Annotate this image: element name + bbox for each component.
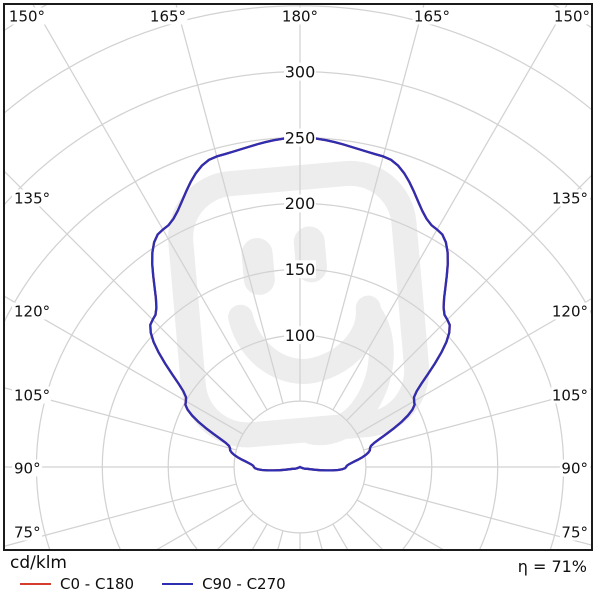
svg-text:200: 200 bbox=[285, 194, 316, 213]
legend-item-c0-c180: C0 - C180 bbox=[20, 575, 134, 593]
svg-text:135°: 135° bbox=[552, 189, 588, 207]
legend-label: C90 - C270 bbox=[202, 575, 286, 593]
svg-text:90°: 90° bbox=[14, 459, 41, 477]
svg-text:150°: 150° bbox=[9, 7, 45, 25]
svg-text:75°: 75° bbox=[14, 523, 41, 541]
efficiency-value: η = 71% bbox=[517, 557, 587, 576]
svg-text:90°: 90° bbox=[561, 459, 588, 477]
svg-text:135°: 135° bbox=[14, 189, 50, 207]
axis-labels: 100 150 200 250 300 150° 165° 180° 165° 150° 135° 1… bbox=[7, 7, 592, 541]
legend-item-c90-c270: C90 - C270 bbox=[162, 575, 286, 593]
chart-legend: C0 - C180 C90 - C270 bbox=[20, 575, 286, 593]
svg-text:120°: 120° bbox=[14, 302, 50, 320]
chart-frame bbox=[3, 3, 593, 551]
svg-text:180°: 180° bbox=[282, 7, 318, 25]
svg-text:250: 250 bbox=[285, 128, 316, 147]
legend-line-red-icon bbox=[20, 583, 51, 585]
svg-text:165°: 165° bbox=[414, 7, 450, 25]
svg-text:165°: 165° bbox=[150, 7, 186, 25]
unit-label: cd/klm bbox=[10, 553, 67, 573]
svg-text:105°: 105° bbox=[14, 386, 50, 404]
legend-line-blue-icon bbox=[162, 583, 194, 585]
svg-text:75°: 75° bbox=[561, 523, 588, 541]
svg-text:105°: 105° bbox=[552, 386, 588, 404]
legend-label: C0 - C180 bbox=[60, 575, 135, 593]
svg-text:150: 150 bbox=[285, 260, 316, 279]
svg-text:120°: 120° bbox=[552, 302, 588, 320]
svg-text:100: 100 bbox=[285, 326, 316, 345]
svg-text:300: 300 bbox=[285, 62, 316, 81]
svg-text:150°: 150° bbox=[554, 7, 590, 25]
watermark-logo bbox=[168, 160, 430, 448]
